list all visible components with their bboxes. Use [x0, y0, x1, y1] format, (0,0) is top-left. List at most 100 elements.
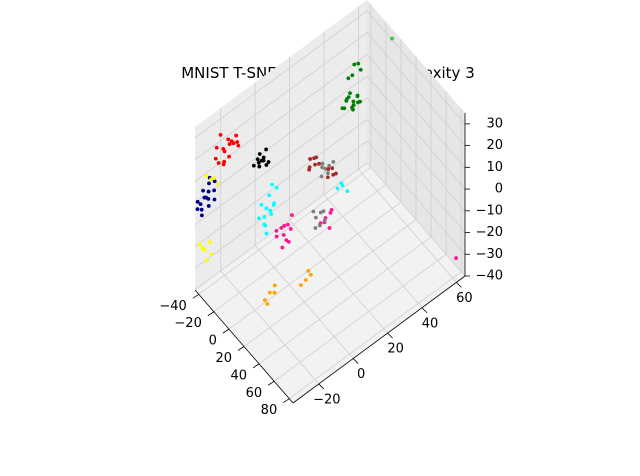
data-point-series-2 — [207, 181, 211, 186]
data-point-series-5 — [313, 215, 318, 220]
data-point-series-2 — [201, 188, 205, 193]
data-point-series-2 — [206, 197, 211, 201]
data-point-series-0 — [216, 161, 221, 165]
data-point-series-0 — [218, 132, 223, 137]
z-grid-line-right — [366, 75, 466, 190]
y-grid-line-floor — [289, 219, 388, 334]
z-grid-line-right — [366, 141, 466, 255]
y-tick-mark — [387, 332, 393, 339]
x-tick-label: −20 — [174, 316, 201, 331]
z-grid-line-left — [194, 32, 368, 160]
x-grid-line-floor — [288, 271, 462, 399]
data-point-series-7 — [263, 223, 268, 228]
z-tick-label: 20 — [486, 138, 503, 153]
data-point-series-1 — [351, 99, 356, 104]
y-tick-label: 60 — [456, 291, 473, 306]
z-tick-label: 10 — [486, 160, 503, 175]
data-point-series-6 — [313, 162, 317, 167]
data-point-series-8 — [274, 228, 279, 233]
data-point-series-4 — [266, 160, 271, 164]
z-grid-line-left — [194, 97, 368, 226]
data-point-series-2 — [202, 195, 207, 200]
x-grid-line-floor — [198, 167, 372, 295]
data-point-series-8 — [274, 234, 279, 239]
data-point-series-7 — [264, 231, 269, 236]
data-point-series-7 — [271, 203, 276, 207]
data-point-series-5 — [320, 165, 324, 170]
data-point-series-2 — [212, 197, 217, 202]
y-tick-mark — [421, 307, 428, 314]
x-tick-label: 40 — [231, 368, 248, 383]
data-point-series-0 — [234, 133, 239, 138]
data-point-series-4 — [261, 155, 266, 160]
y-tick-label: 20 — [387, 342, 404, 357]
z-grid-line-left — [194, 140, 368, 269]
z-grid-line-right — [366, 97, 466, 212]
data-point-series-8 — [328, 210, 333, 215]
data-point-series-2 — [206, 189, 211, 194]
z-grid-line-right — [366, 162, 466, 277]
z-tick-label: −40 — [476, 269, 503, 284]
data-point-series-6 — [326, 167, 331, 171]
data-point-series-8 — [288, 227, 293, 231]
data-point-series-4 — [264, 163, 269, 167]
data-point-series-8 — [286, 222, 290, 227]
data-point-series-4 — [256, 160, 261, 165]
data-point-series-5 — [326, 171, 330, 175]
data-point-series-7 — [274, 185, 279, 190]
y-tick-label: 0 — [357, 367, 365, 382]
data-point-series-1 — [352, 62, 357, 67]
data-point-series-7 — [264, 206, 269, 211]
z-grid-line-right — [366, 10, 466, 125]
x-tick-mark — [283, 398, 290, 403]
data-point-series-6 — [325, 175, 330, 180]
data-point-series-9 — [267, 290, 272, 295]
y-grid-line-floor — [254, 245, 354, 359]
x-tick-label: −40 — [159, 299, 186, 314]
data-point-series-8 — [327, 226, 332, 230]
data-point-series-3 — [215, 181, 220, 186]
data-point-series-9 — [262, 298, 267, 302]
data-point-series-7 — [259, 202, 264, 207]
data-point-series-3 — [204, 173, 209, 178]
tick-labels: −40−20020406080−200204060−40−30−20−10010… — [159, 116, 503, 418]
z-grid-line-right — [366, 32, 466, 146]
data-point-series-8 — [280, 245, 285, 250]
data-point-series-2 — [206, 204, 211, 208]
data-point-series-5 — [317, 223, 322, 228]
x-tick-label: 60 — [246, 386, 263, 401]
data-point-series-6 — [331, 172, 336, 177]
data-point-series-9 — [298, 283, 303, 288]
data-point-series-2 — [212, 179, 217, 184]
z-tick-label: −30 — [476, 247, 503, 262]
z-tick-label: −10 — [476, 203, 503, 218]
data-point-series-0 — [227, 142, 232, 146]
data-point-series-5 — [327, 163, 332, 168]
z-grid-line-right — [366, 119, 466, 233]
data-point-series-8 — [286, 239, 291, 244]
data-point-series-9 — [303, 278, 308, 282]
data-point-series-3 — [209, 252, 214, 257]
data-point-series-0 — [214, 145, 219, 150]
data-point-series-8 — [290, 213, 294, 217]
data-point-series-4 — [257, 152, 262, 156]
z-tick-label: −20 — [476, 225, 503, 240]
data-point-series-6 — [317, 161, 321, 166]
x-grid-line-floor — [243, 219, 417, 347]
data-point-series-7 — [262, 215, 267, 219]
data-point-series-7 — [256, 216, 261, 221]
data-points — [195, 36, 458, 306]
data-point-series-0 — [226, 137, 231, 142]
x-tick-mark — [222, 328, 230, 334]
data-point-series-5 — [319, 174, 324, 179]
z-grid-line-right — [366, 54, 466, 168]
y-tick-mark — [318, 383, 325, 390]
y-grid-line-floor — [358, 169, 457, 283]
data-point-series-5 — [322, 218, 327, 223]
data-point-series-1 — [340, 106, 345, 111]
data-point-series-7 — [335, 186, 340, 191]
data-point-series-8 — [454, 256, 458, 260]
y-axis-line — [292, 275, 466, 404]
data-point-series-3 — [205, 258, 209, 263]
